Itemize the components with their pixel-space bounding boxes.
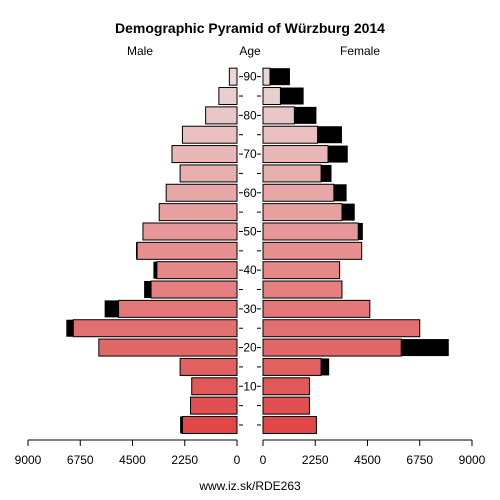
female-x-tick-label: 0 [260,453,267,467]
female-bar [262,183,335,202]
female-bars [262,67,449,434]
age-tick-label: 20 [243,341,257,355]
male-excess-bar [104,300,119,318]
female-bar [262,106,295,125]
female-bar [262,241,363,260]
female-bar [262,203,343,222]
male-bar [72,319,238,338]
female-excess-bar [317,126,342,144]
female-x-tick-label: 2250 [302,453,329,467]
age-tick-label: 50 [243,224,257,238]
age-label: Age [239,44,261,58]
male-bar [118,299,238,318]
male-bar [156,261,238,280]
female-excess-bar [294,106,317,124]
male-bar [158,203,238,222]
female-bar [262,164,322,183]
female-bar [262,338,402,357]
age-axis: 10 20 30 40 50 60 70 80 90 [239,70,261,426]
female-bar [262,87,281,106]
male-bar [98,338,238,357]
male-bar [142,222,238,241]
female-bar [262,357,322,376]
age-tick-label: 30 [243,302,257,316]
chart-title: Demographic Pyramid of Würzburg 2014 [115,20,385,36]
female-excess-bar [321,358,330,376]
female-excess-bar [358,222,363,240]
male-excess-bar [180,416,183,434]
male-excess-bar [144,281,152,299]
female-x-tick-label: 6750 [406,453,433,467]
female-excess-bar [333,184,347,202]
female-x-tick-label: 4500 [354,453,381,467]
male-bar [228,67,238,86]
female-bar [262,396,310,415]
female-bar [262,377,310,396]
male-label: Male [127,44,153,58]
male-bar [218,87,238,106]
female-x-tick-label: 9000 [459,453,486,467]
female-label: Female [340,44,380,58]
male-x-tick-label: 4500 [119,453,146,467]
male-x-tick-label: 6750 [67,453,94,467]
female-bar [262,280,343,299]
x-axis: 9000 9000 6750 6750 4500 4500 2250 2250 0 0 [15,439,486,467]
female-bar [262,415,317,434]
male-bar [205,106,238,125]
female-excess-bar [321,164,332,182]
male-bar [191,377,238,396]
female-excess-bar [280,87,304,105]
age-tick-label: 80 [243,108,257,122]
male-x-tick-label: 2250 [171,453,198,467]
female-excess-bar [269,68,290,86]
female-bar [262,319,421,338]
male-bar [181,415,238,434]
male-x-tick-label: 0 [234,453,241,467]
male-excess-bar [66,319,74,337]
female-excess-bar [401,339,449,357]
female-bar [262,222,359,241]
male-bar [179,164,238,183]
female-bar [262,261,341,280]
footer-url: www.iz.sk/RDE263 [198,479,301,493]
age-tick-label: 40 [243,263,257,277]
age-tick-label: 70 [243,147,257,161]
male-x-tick-label: 9000 [15,453,42,467]
age-tick-label: 10 [243,379,257,393]
male-bars [66,67,238,434]
male-bar [150,280,238,299]
male-excess-bar [135,242,138,260]
male-bar [190,396,238,415]
female-excess-bar [341,203,355,221]
age-tick-label: 60 [243,186,257,200]
female-bar [262,145,329,164]
male-excess-bar [153,261,157,279]
male-bar [165,183,238,202]
male-bar [136,241,238,260]
female-bar [262,67,271,86]
male-bar [181,125,238,144]
male-bar [179,357,238,376]
female-excess-bar [328,145,348,163]
male-bar [171,145,238,164]
age-tick-label: 90 [243,70,257,84]
female-bar [262,125,319,144]
female-bar [262,299,371,318]
